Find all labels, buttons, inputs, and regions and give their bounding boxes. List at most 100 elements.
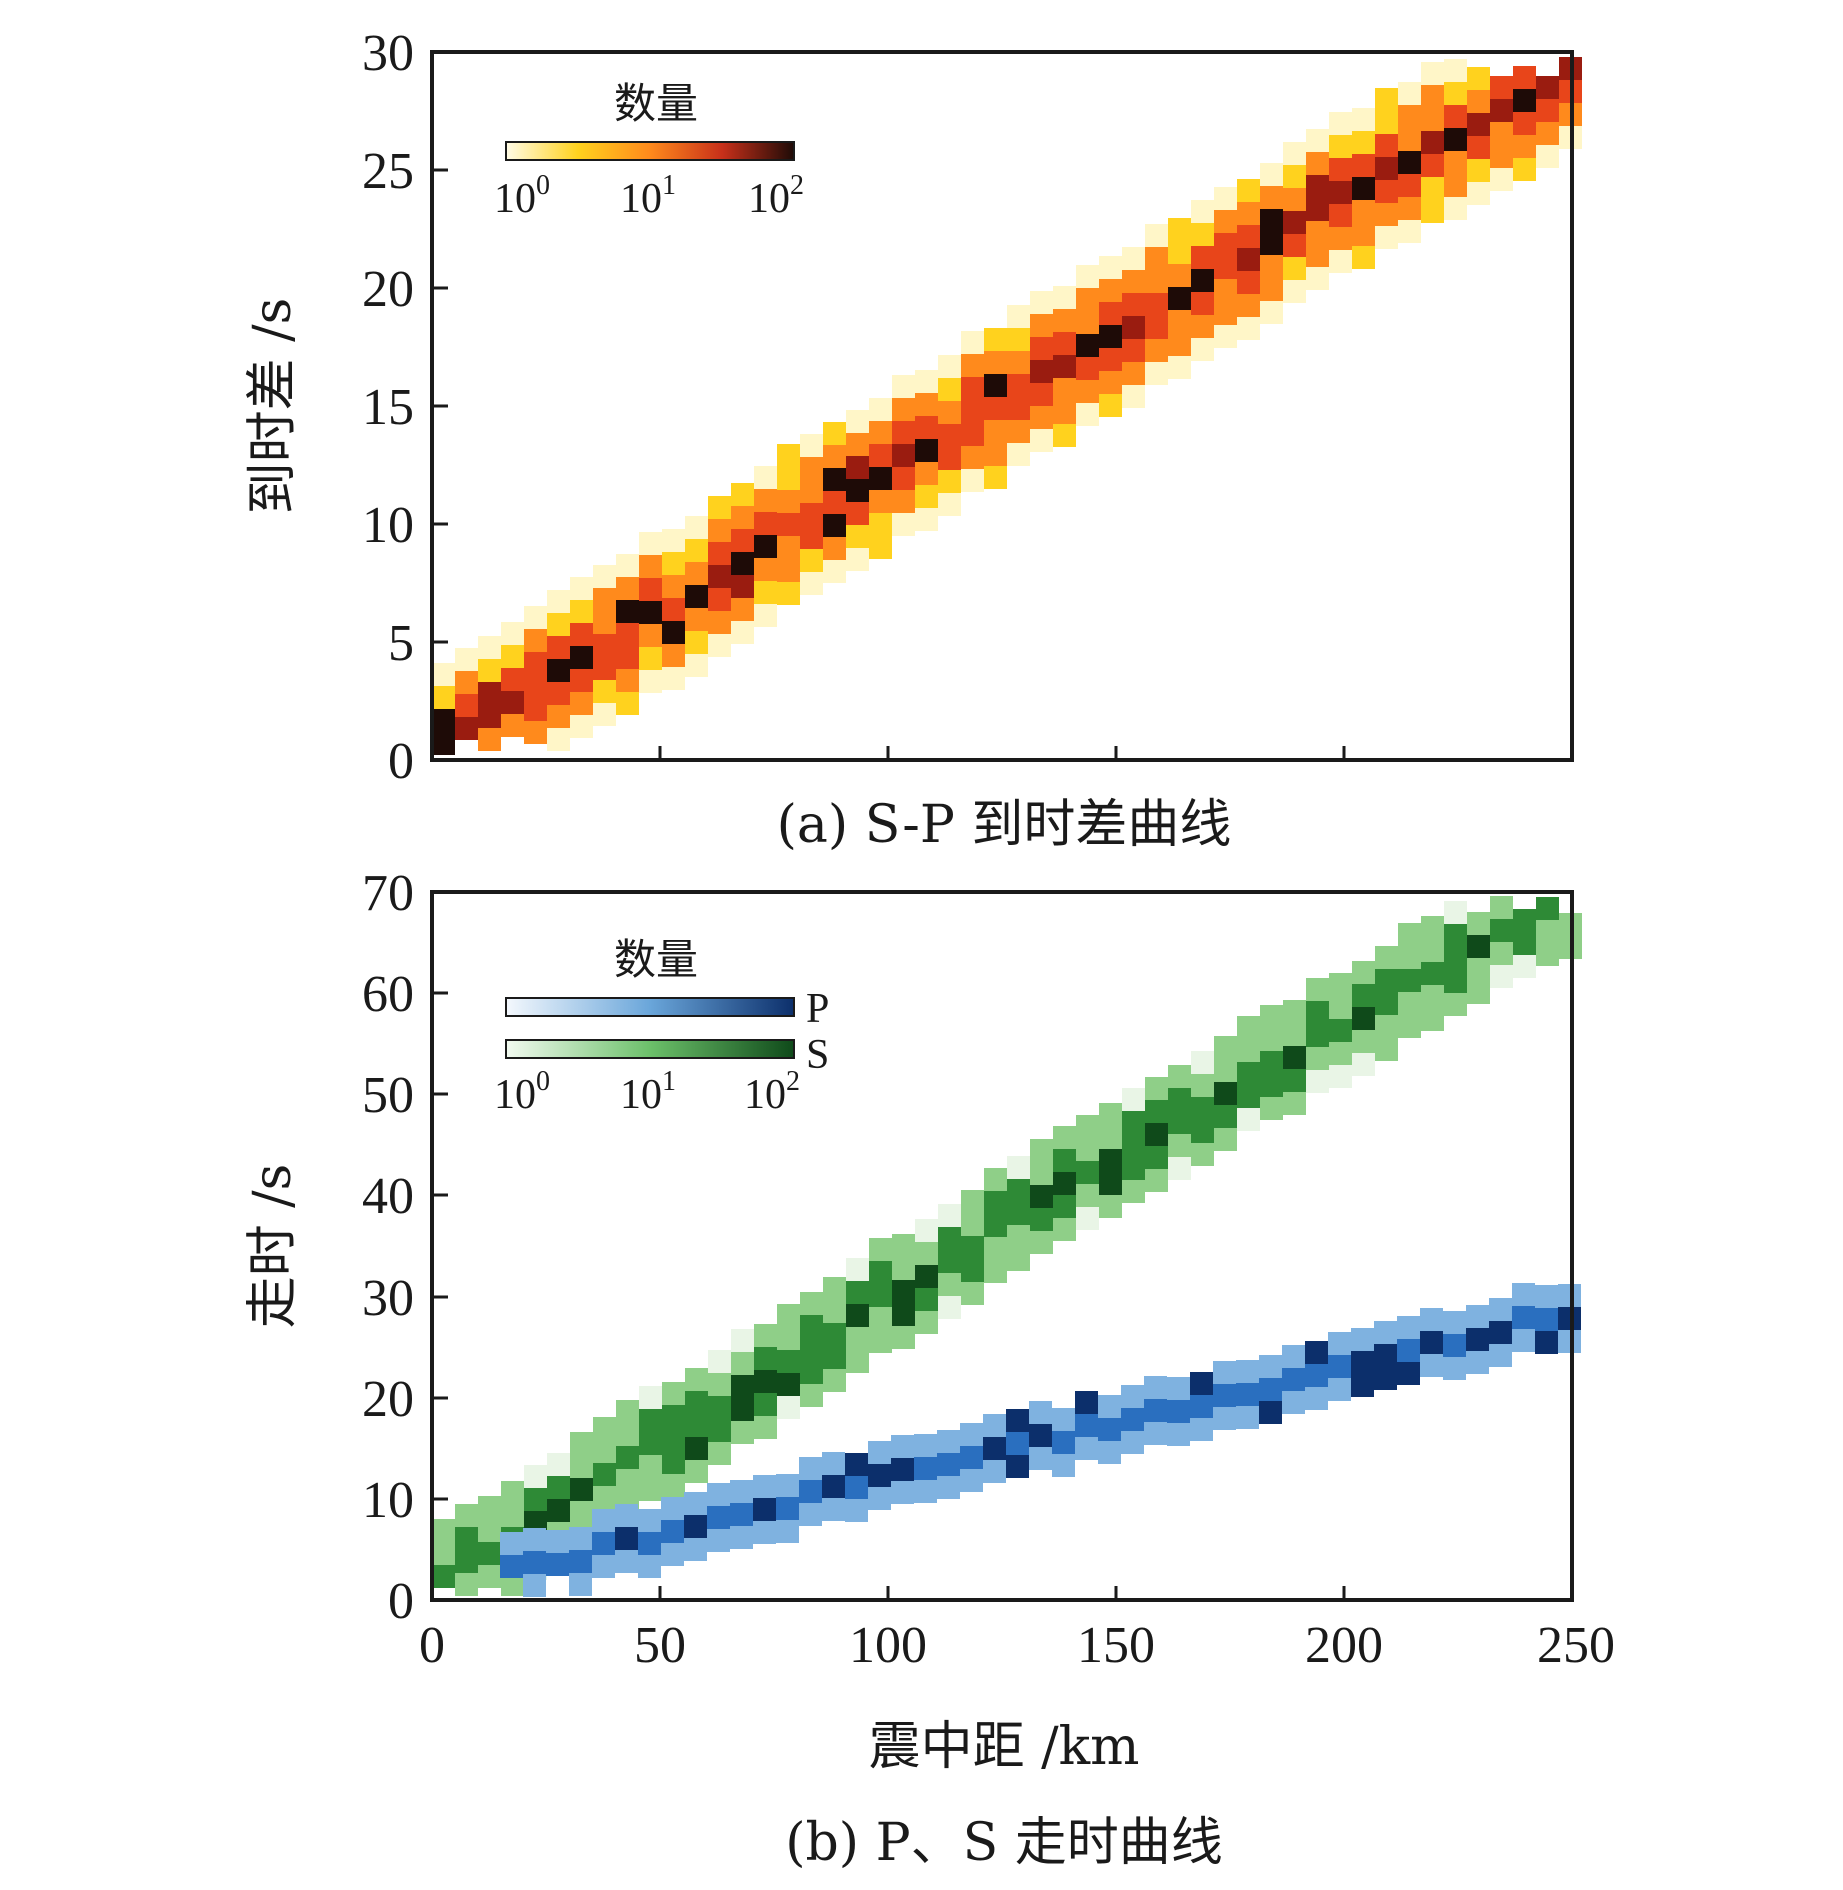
heatmap-cell-s [1283,1069,1306,1092]
heatmap-cell-sp [524,675,547,698]
heatmap-cell-sp [1237,225,1260,248]
heatmap-cell-p [707,1506,730,1529]
heatmap-cell-sp [524,606,547,629]
heatmap-cell-sp [1214,256,1237,279]
heatmap-cell-p [1282,1345,1305,1368]
heatmap-cell-sp [754,466,777,489]
heatmap-cell-s [593,1440,616,1463]
heatmap-cell-s [800,1338,823,1361]
panel-b-travel-time: 0 10 20 30 40 50 60 70 0 50 100 150 200 … [243,865,1615,1873]
heatmap-cell-p [500,1555,523,1578]
heatmap-cell-s [501,1481,524,1504]
heatmap-cell-sp [1007,305,1030,328]
heatmap-cell-s [892,1326,915,1349]
heatmap-cell-s [731,1398,754,1421]
heatmap-cell-sp [1513,135,1536,158]
heatmap-cell-sp [524,629,547,652]
heatmap-cell-p [891,1435,914,1458]
heatmap-cell-sp [754,489,777,512]
heatmap-cell-sp [1122,385,1145,408]
heatmap-cell-sp [455,648,478,671]
heatmap-cell-sp [915,462,938,485]
colorbar-tick-b: 100 [494,1066,550,1118]
heatmap-cell-s [915,1219,938,1242]
heatmap-cell-s [869,1261,892,1284]
heatmap-cell-s [1191,1120,1214,1143]
heatmap-cell-sp [869,398,892,421]
heatmap-cell-sp [708,519,731,542]
heatmap-cell-sp [685,654,708,677]
heatmap-cell-sp [1007,443,1030,466]
heatmap-cell-s [1099,1149,1122,1172]
heatmap-cell-s [1398,969,1421,992]
heatmap-cell-p [730,1480,753,1503]
heatmap-cell-s [1375,1015,1398,1038]
x-axis-a [658,746,1346,760]
heatmap-cell-p [730,1503,753,1526]
heatmap-cell-s [984,1168,1007,1191]
heatmap-cell-s [1237,1085,1260,1108]
heatmap-cell-p [845,1453,868,1476]
heatmap-cell-p [799,1480,822,1503]
heatmap-cell-sp [524,721,547,744]
heatmap-cell-sp [1398,151,1421,174]
heatmap-cell-s [915,1288,938,1311]
heatmap-cell-sp [524,698,547,721]
heatmap-cell-p [1121,1431,1144,1454]
heatmap-cell-sp [1168,264,1191,287]
heatmap-cell-sp [662,644,685,667]
heatmap-cell-s [639,1386,662,1409]
heatmap-cell-s [1030,1208,1053,1231]
heatmap-cell-s [593,1463,616,1486]
heatmap-cell-p [1190,1418,1213,1441]
heatmap-cell-sp [938,378,961,401]
heatmap-cell-p [592,1532,615,1555]
heatmap-cell-s [1260,1028,1283,1051]
heatmap-cell-s [432,1542,455,1565]
heatmap-cell-sp [1283,188,1306,211]
heatmap-cell-p [1558,1284,1581,1307]
heatmap-cell-sp [1536,145,1559,168]
heatmap-cell-s [570,1478,593,1501]
heatmap-cell-sp [1122,293,1145,316]
heatmap-cell-s [1191,1074,1214,1097]
heatmap-cell-s [1214,1105,1237,1128]
heatmap-cell-sp [1421,85,1444,108]
heatmap-cell-sp [754,604,777,627]
heatmap-cell-s [1329,1065,1352,1088]
heatmap-cell-s [1467,958,1490,981]
heatmap-cell-sp [1053,332,1076,355]
heatmap-cell-sp [593,680,616,703]
heatmap-cell-sp [846,479,869,502]
heatmap-cell-s [1122,1157,1145,1180]
heatmap-cell-s [1237,1062,1260,1085]
heatmap-cell-sp [1168,310,1191,333]
heatmap-cell-s [869,1284,892,1307]
heatmap-cell-sp [1329,135,1352,158]
heatmap-cell-sp [1030,291,1053,314]
heatmap-cell-sp [432,732,455,755]
heatmap-cell-s [1260,1051,1283,1074]
heatmap-cell-s [1444,924,1467,947]
heatmap-cell-s [1122,1180,1145,1203]
heatmap-cell-sp [616,600,639,623]
heatmap-cell-sp [777,490,800,513]
heatmap-cell-sp [915,393,938,416]
heatmap-cell-sp [547,613,570,636]
heatmap-cell-sp [869,444,892,467]
heatmap-cell-sp [501,714,524,737]
heatmap-cell-s [478,1519,501,1542]
heatmap-cell-p [1167,1400,1190,1423]
heatmap-cell-p [684,1492,707,1515]
heatmap-cell-s [1007,1156,1030,1179]
heatmap-cell-sp [1053,378,1076,401]
heatmap-cell-s [892,1303,915,1326]
heatmap-cell-sp [1467,67,1490,90]
heatmap-cell-s [1536,897,1559,920]
heatmap-cell-s [1306,1001,1329,1024]
heatmap-cell-s [639,1409,662,1432]
heatmap-cell-sp [708,565,731,588]
heatmap-cell-sp [938,470,961,493]
heatmap-cell-s [777,1373,800,1396]
heatmap-cell-s [823,1323,846,1346]
